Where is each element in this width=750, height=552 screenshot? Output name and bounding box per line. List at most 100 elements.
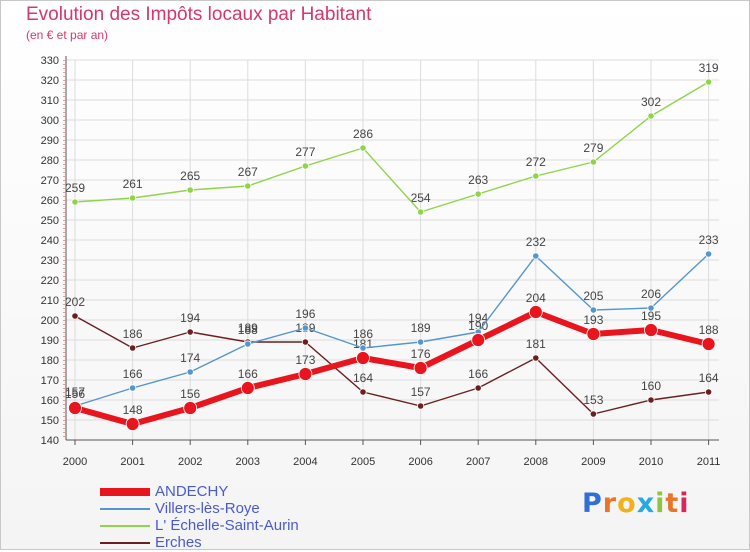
data-point xyxy=(413,361,428,375)
data-label: 261 xyxy=(123,177,143,191)
y-tick-label: 280 xyxy=(41,155,59,167)
data-point xyxy=(125,417,140,431)
y-tick-label: 230 xyxy=(41,255,59,267)
data-point xyxy=(129,384,137,392)
data-point xyxy=(416,208,425,216)
x-tick-label: 2011 xyxy=(697,456,721,468)
data-point xyxy=(298,367,313,381)
data-label: 157 xyxy=(65,385,85,399)
legend-label: Erches xyxy=(155,534,202,551)
data-label: 254 xyxy=(411,191,431,205)
data-label: 188 xyxy=(699,323,719,337)
data-point xyxy=(647,112,655,120)
data-point xyxy=(244,182,252,190)
data-point xyxy=(474,190,482,198)
data-point xyxy=(416,402,425,410)
data-label: 319 xyxy=(699,61,719,75)
logo-letter: t xyxy=(665,488,680,519)
data-point xyxy=(647,396,655,404)
data-label: 148 xyxy=(123,403,143,417)
data-point xyxy=(532,252,540,260)
series-line xyxy=(74,253,710,407)
x-tick-label: 2009 xyxy=(581,456,605,468)
legend-label: L' Échelle-Saint-Aurin xyxy=(155,517,299,534)
series-line xyxy=(74,315,710,415)
data-label: 164 xyxy=(699,371,719,385)
data-point xyxy=(532,172,540,180)
data-label: 173 xyxy=(295,353,315,367)
data-label: 205 xyxy=(583,289,603,303)
data-point xyxy=(186,328,194,336)
series-line xyxy=(72,309,712,427)
data-point xyxy=(704,388,713,396)
data-point xyxy=(586,327,601,341)
data-label: 166 xyxy=(123,367,143,381)
data-point xyxy=(359,144,367,152)
legend-swatch xyxy=(100,525,150,527)
data-point xyxy=(359,344,367,352)
data-point xyxy=(647,304,655,312)
data-label: 259 xyxy=(65,181,85,195)
data-point xyxy=(474,384,482,392)
data-point xyxy=(471,333,486,347)
chart-subtitle: (en € et par an) xyxy=(26,28,109,42)
data-point xyxy=(589,306,598,314)
data-point xyxy=(704,250,713,258)
data-label: 265 xyxy=(180,169,200,183)
data-point xyxy=(356,351,370,365)
data-point xyxy=(244,340,252,348)
legend-label: Villers-lès-Roye xyxy=(155,500,260,517)
data-point xyxy=(532,354,540,362)
data-point xyxy=(644,323,658,337)
data-label: 156 xyxy=(180,387,200,401)
y-tick-label: 320 xyxy=(41,75,59,87)
x-tick-label: 2005 xyxy=(351,456,375,468)
data-point xyxy=(416,338,425,346)
data-point xyxy=(71,312,79,320)
data-label: 156 xyxy=(65,387,85,401)
data-point xyxy=(301,338,309,346)
y-tick-label: 260 xyxy=(41,195,59,207)
data-label: 157 xyxy=(411,385,431,399)
data-label: 233 xyxy=(699,233,719,247)
data-label: 194 xyxy=(468,311,488,325)
data-point xyxy=(701,337,716,351)
data-label: 166 xyxy=(238,367,258,381)
x-tick-label: 2010 xyxy=(639,456,663,468)
y-tick-label: 300 xyxy=(41,115,59,127)
data-label: 272 xyxy=(526,155,546,169)
data-label: 302 xyxy=(641,95,661,109)
x-tick-label: 2004 xyxy=(293,456,317,468)
x-tick-label: 2003 xyxy=(236,456,260,468)
data-point xyxy=(240,381,255,395)
legend-swatch xyxy=(100,542,150,544)
x-tick-label: 2008 xyxy=(524,456,548,468)
data-label: 174 xyxy=(180,351,200,365)
data-label: 189 xyxy=(411,321,431,335)
data-label: 202 xyxy=(65,295,85,309)
y-tick-label: 180 xyxy=(41,355,59,367)
data-point xyxy=(704,78,713,86)
y-tick-label: 160 xyxy=(41,395,59,407)
data-label: 206 xyxy=(641,287,661,301)
data-point xyxy=(186,186,194,194)
chart-title: Evolution des Impôts locaux par Habitant xyxy=(26,4,372,25)
y-tick-label: 190 xyxy=(41,335,59,347)
data-point xyxy=(301,162,309,170)
logo-letter: r xyxy=(602,488,618,519)
data-label: 181 xyxy=(526,337,546,351)
x-tick-label: 2006 xyxy=(408,456,432,468)
data-label: 189 xyxy=(238,321,258,335)
data-label: 190 xyxy=(468,319,488,333)
y-tick-label: 170 xyxy=(41,375,59,387)
y-tick-label: 240 xyxy=(41,235,59,247)
data-label: 286 xyxy=(353,127,373,141)
legend-label: ANDECHY xyxy=(155,483,229,500)
logo-letter: i xyxy=(655,488,666,519)
data-label: 186 xyxy=(353,327,373,341)
x-tick-label: 2002 xyxy=(178,456,202,468)
y-tick-label: 290 xyxy=(41,135,59,147)
y-tick-label: 220 xyxy=(41,275,59,287)
data-label: 176 xyxy=(411,347,431,361)
